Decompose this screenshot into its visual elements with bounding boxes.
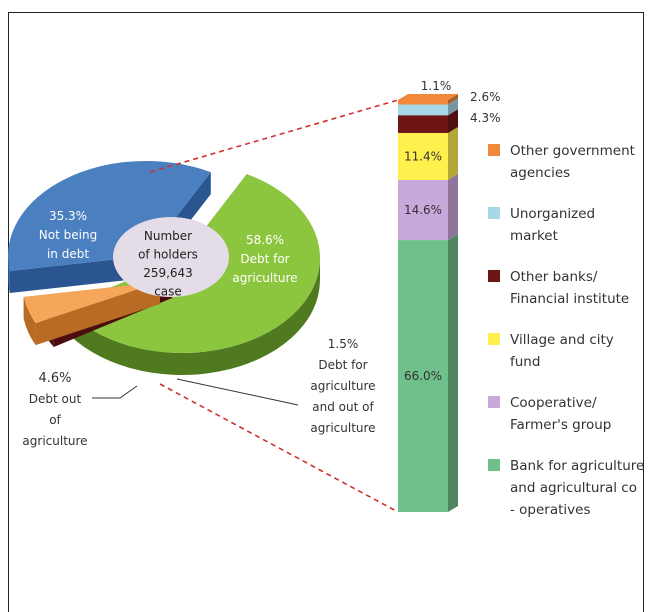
leader-line-both (176, 378, 299, 406)
legend-label-line: Other government (510, 143, 635, 159)
connector-line-top (149, 99, 399, 173)
legend-label-line: fund (510, 354, 540, 370)
bar-segment-face-4 (398, 104, 448, 116)
bar-top-cap (398, 94, 458, 100)
legend-item-5: Bank for agriculture and agricultural co -… (488, 458, 644, 518)
pie-label-line-both: and out of (312, 400, 374, 414)
legend-swatch-5 (488, 459, 500, 471)
pie-label-out: 4.6% Debt out of agriculture (22, 371, 87, 448)
bar-value-label-4: 2.6% (470, 90, 501, 104)
bar-segment-4 (398, 98, 458, 116)
pie-slice-top-none (8, 161, 211, 271)
pie-center-label: Number of holders 259,643 case (138, 229, 198, 299)
bar-segment-face-1 (398, 179, 448, 241)
connector-line-bottom (159, 383, 399, 513)
bar-value-label-0: 66.0% (404, 369, 442, 383)
bar-segment-1 (398, 173, 458, 241)
pie-center-line: Number (144, 229, 192, 243)
legend-label-line: market (510, 228, 558, 244)
bar-segment-face-2 (398, 132, 448, 180)
legend-label-line: Farmer's group (510, 417, 611, 433)
pie-label-line-both: agriculture (310, 379, 375, 393)
legend-label-line: Village and city (510, 332, 614, 348)
bar-segment-2 (398, 126, 458, 180)
pie-label-line-both: Debt for (318, 358, 367, 372)
pie-slice-out (23, 282, 161, 346)
legend-swatch-3 (488, 333, 500, 345)
pie-pct-both: 1.5% (328, 337, 359, 351)
legend-swatch-1 (488, 207, 500, 219)
legend-label-line: Bank for agriculture (510, 458, 644, 474)
pie-label-both: 1.5% Debt for agriculture and out of agricul… (310, 337, 375, 435)
legend-swatch-4 (488, 396, 500, 408)
pie-chart: Number of holders 259,643 case 58.6% Debt for… (8, 161, 376, 448)
legend-label-5: Bank for agriculture and agricultural co -… (510, 458, 644, 518)
legend-label-2: Other banks/Financial institute (510, 269, 629, 307)
legend-label-4: Cooperative/Farmer's group (510, 395, 611, 433)
bar-segment-side-0 (448, 234, 458, 512)
chart-frame (8, 12, 644, 612)
legend-label-line: Unorganized (510, 206, 595, 222)
pie-label-line-agri: agriculture (232, 271, 297, 285)
legend-label-0: Other government agencies (510, 143, 635, 181)
legend-label-line: - operatives (510, 502, 591, 518)
bar-value-label-5: 1.1% (421, 79, 452, 93)
pie-label-line-out: agriculture (22, 434, 87, 448)
pie-slice-side-agri (63, 258, 321, 375)
connector-lines (149, 99, 399, 513)
legend-label-3: Village and city fund (510, 332, 614, 370)
legend-item-0: Other government agencies (488, 143, 635, 181)
bar-value-label-3: 4.3% (470, 111, 501, 125)
pie-label-none: 35.3% Not being in debt (39, 209, 97, 261)
legend-item-1: Unorganized market (488, 206, 595, 244)
leader-line-out (92, 385, 138, 399)
pie-center-line: case (154, 285, 182, 299)
pie-slice-cut-none-0 (9, 256, 147, 293)
legend-label-line: agencies (510, 165, 570, 181)
bar-of-pie-chart: Number of holders 259,643 case 58.6% Debt for… (8, 79, 644, 518)
pie-center-line: of holders (138, 248, 198, 262)
pie-label-line-both: agriculture (310, 421, 375, 435)
legend-item-2: Other banks/Financial institute (488, 269, 629, 307)
legend-label-line: and agricultural co (510, 480, 637, 496)
bar-value-label-2: 11.4% (404, 149, 442, 163)
pie-slice-side-none (8, 256, 10, 293)
pie-label-line-out: Debt out (29, 392, 82, 406)
pie-label-line-none: Not being (39, 228, 97, 242)
bar-segment-face-3 (398, 115, 448, 133)
bar-value-label-1: 14.6% (404, 203, 442, 217)
legend: Other government agencies Unorganized marke… (488, 143, 644, 518)
bar-segment-side-2 (448, 126, 458, 180)
pie-center-line: 259,643 (143, 266, 193, 280)
pie-label-agri: 58.6% Debt for agriculture (232, 233, 297, 285)
bar-segment-5 (398, 94, 458, 105)
stacked-bar: 66.0% 14.6% 11.4% 4.3% 2.6% 1.1% (398, 79, 501, 512)
pie-pct-none: 35.3% (49, 209, 87, 223)
legend-label-line: Financial institute (510, 291, 629, 307)
legend-label-line: Cooperative/ (510, 395, 597, 411)
bar-segment-side-3 (448, 109, 458, 133)
legend-swatch-2 (488, 270, 500, 282)
legend-item-4: Cooperative/Farmer's group (488, 395, 611, 433)
bar-segment-side-5 (448, 94, 458, 105)
pie-label-line-none: in debt (47, 247, 89, 261)
legend-label-1: Unorganized market (510, 206, 595, 244)
pie-label-line-out: of (49, 413, 61, 427)
bar-segment-0 (398, 234, 458, 512)
bar-segment-face-5 (398, 100, 448, 105)
legend-label-line: Other banks/ (510, 269, 598, 285)
bar-segment-face-0 (398, 240, 448, 512)
pie-slice-top-out (23, 282, 161, 324)
bar-segment-3 (398, 109, 458, 133)
legend-swatch-0 (488, 144, 500, 156)
legend-item-3: Village and city fund (488, 332, 614, 370)
pie-pct-out: 4.6% (38, 371, 71, 386)
pie-pct-agri: 58.6% (246, 233, 284, 247)
bar-segment-side-4 (448, 98, 458, 116)
pie-label-line-agri: Debt for (240, 252, 289, 266)
pie-center-ellipse (113, 217, 229, 297)
bar-segment-side-1 (448, 173, 458, 241)
